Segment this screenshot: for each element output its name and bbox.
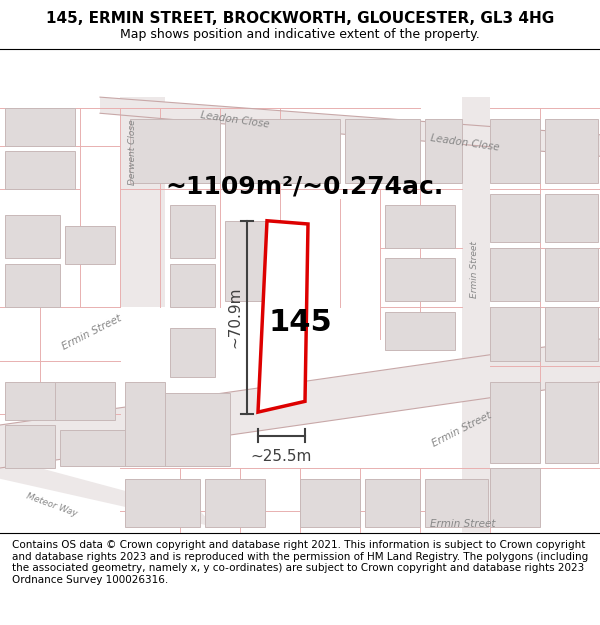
Text: Ermin Street: Ermin Street — [430, 519, 496, 529]
Polygon shape — [258, 221, 308, 412]
Polygon shape — [545, 382, 598, 462]
Polygon shape — [490, 248, 540, 301]
Polygon shape — [545, 307, 598, 361]
Text: Derwent Close: Derwent Close — [128, 119, 137, 185]
Polygon shape — [0, 458, 215, 527]
Polygon shape — [490, 194, 540, 242]
Text: 145: 145 — [268, 308, 332, 338]
Polygon shape — [120, 97, 165, 307]
Polygon shape — [170, 204, 215, 258]
Polygon shape — [385, 312, 455, 350]
Polygon shape — [545, 248, 598, 301]
Polygon shape — [60, 431, 125, 466]
Text: Leadon Close: Leadon Close — [430, 133, 500, 153]
Text: Map shows position and indicative extent of the property.: Map shows position and indicative extent… — [120, 28, 480, 41]
Polygon shape — [170, 328, 215, 377]
Polygon shape — [545, 194, 598, 242]
Polygon shape — [345, 119, 420, 183]
Text: Contains OS data © Crown copyright and database right 2021. This information is : Contains OS data © Crown copyright and d… — [12, 540, 588, 585]
Polygon shape — [300, 479, 360, 527]
Polygon shape — [65, 226, 115, 264]
Polygon shape — [490, 119, 540, 183]
Polygon shape — [385, 258, 455, 301]
Polygon shape — [205, 479, 265, 527]
Polygon shape — [5, 425, 55, 468]
Polygon shape — [130, 119, 220, 183]
Polygon shape — [225, 119, 340, 183]
Polygon shape — [5, 108, 75, 146]
Text: Leadon Close: Leadon Close — [200, 109, 271, 129]
Polygon shape — [425, 479, 488, 527]
Text: Ermin Street: Ermin Street — [470, 241, 479, 298]
Polygon shape — [490, 307, 540, 361]
Text: ~1109m²/~0.274ac.: ~1109m²/~0.274ac. — [165, 175, 443, 199]
Polygon shape — [490, 468, 540, 527]
Polygon shape — [5, 151, 75, 189]
Polygon shape — [5, 382, 55, 419]
Text: Meteor Way: Meteor Way — [25, 492, 79, 518]
Polygon shape — [165, 392, 230, 466]
Text: ~70.9m: ~70.9m — [227, 287, 242, 348]
Polygon shape — [462, 97, 490, 532]
Polygon shape — [125, 382, 165, 466]
Polygon shape — [100, 97, 600, 156]
Polygon shape — [365, 479, 420, 527]
Text: 145, ERMIN STREET, BROCKWORTH, GLOUCESTER, GL3 4HG: 145, ERMIN STREET, BROCKWORTH, GLOUCESTE… — [46, 11, 554, 26]
Polygon shape — [5, 264, 60, 307]
Text: Ermin Street: Ermin Street — [430, 410, 493, 449]
Polygon shape — [545, 119, 598, 183]
Polygon shape — [425, 119, 462, 183]
Text: Ermin Street: Ermin Street — [60, 313, 123, 352]
Polygon shape — [490, 382, 540, 462]
Polygon shape — [0, 339, 600, 468]
Polygon shape — [170, 264, 215, 307]
Polygon shape — [55, 382, 115, 419]
Polygon shape — [385, 204, 455, 248]
Polygon shape — [5, 216, 60, 258]
Polygon shape — [125, 479, 200, 527]
Polygon shape — [225, 221, 275, 301]
Text: ~25.5m: ~25.5m — [251, 449, 312, 464]
